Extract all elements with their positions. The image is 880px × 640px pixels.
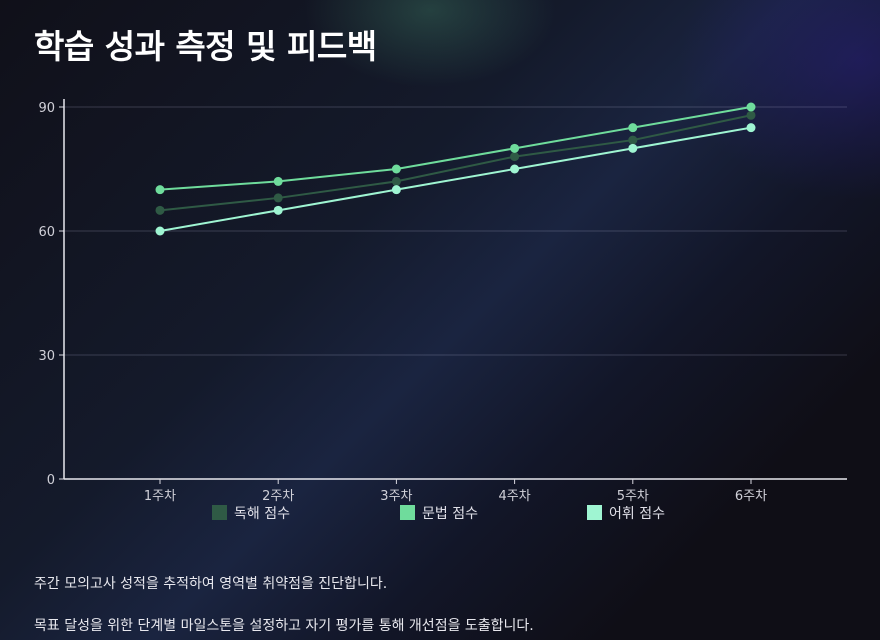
series-line-3 [159, 126, 752, 232]
y-tick-label: 0 [47, 473, 55, 488]
data-point [273, 205, 283, 215]
legend-label-3: 어휘 점수 [609, 506, 665, 522]
data-point [628, 143, 638, 153]
y-tick-label: 60 [38, 225, 55, 240]
series-line-1 [159, 114, 752, 212]
page-title: 학습 성과 측정 및 피드백 [34, 27, 377, 66]
series-line-2 [159, 106, 752, 191]
data-point [155, 205, 165, 215]
data-point [510, 143, 520, 153]
legend-swatch-3 [587, 505, 602, 520]
description-1: 주간 모의고사 성적을 추적하여 영역별 취약점을 진단합니다. [34, 576, 388, 592]
description-2: 목표 달성을 위한 단계별 마일스톤을 설정하고 자기 평가를 통해 개선점을 … [34, 618, 534, 634]
data-point [746, 123, 756, 133]
legend-swatch-1 [212, 505, 227, 520]
x-tick-label: 3주차 [380, 489, 412, 504]
legend-label-1: 독해 점수 [234, 506, 290, 522]
legend-label-2: 문법 점수 [422, 506, 478, 522]
data-point [391, 164, 401, 174]
y-tick-label: 30 [38, 349, 55, 364]
y-tick-label: 90 [38, 101, 55, 116]
x-tick-label: 2주차 [262, 489, 294, 504]
x-tick-label: 5주차 [617, 489, 649, 504]
x-tick-label: 1주차 [144, 489, 176, 504]
data-point [391, 176, 401, 186]
data-point [510, 152, 520, 162]
x-tick-label: 6주차 [735, 489, 767, 504]
data-point [155, 185, 165, 195]
data-point [510, 164, 520, 174]
data-point [628, 123, 638, 133]
data-point [391, 185, 401, 195]
data-point [746, 110, 756, 120]
data-point [155, 226, 165, 236]
data-point [273, 176, 283, 186]
legend-swatch-2 [400, 505, 415, 520]
data-point [628, 135, 638, 145]
data-point [273, 193, 283, 203]
data-point [746, 102, 756, 112]
x-tick-label: 4주차 [498, 489, 530, 504]
